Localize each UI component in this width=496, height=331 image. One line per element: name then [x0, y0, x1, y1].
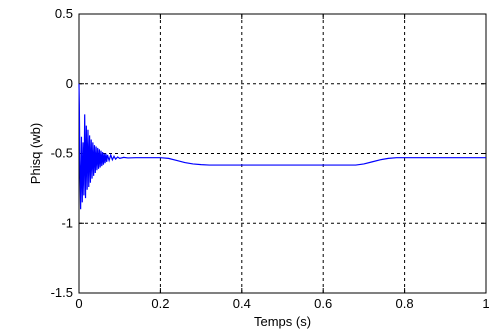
- y-tick-label: -1.5: [51, 285, 73, 300]
- y-tick-label: -0.5: [51, 146, 73, 161]
- x-tick-label: 0.4: [233, 296, 251, 311]
- x-tick-label: 1: [482, 296, 489, 311]
- y-tick-labels: -1.5 -1 -0.5 0 0.5: [51, 6, 73, 300]
- x-axis-label: Temps (s): [254, 314, 311, 329]
- x-tick-label: 0.2: [151, 296, 169, 311]
- x-tick-label: 0.8: [396, 296, 414, 311]
- y-tick-label: 0.5: [55, 6, 73, 21]
- grid: [79, 14, 486, 293]
- x-tick-label: 0: [75, 296, 82, 311]
- y-axis-label: Phisq (wb): [28, 123, 43, 184]
- y-tick-label: 0: [66, 76, 73, 91]
- y-tick-label: -1: [61, 215, 73, 230]
- x-tick-label: 0.6: [314, 296, 332, 311]
- x-tick-labels: 0 0.2 0.4 0.6 0.8 1: [75, 296, 489, 311]
- series-line: [78, 83, 486, 210]
